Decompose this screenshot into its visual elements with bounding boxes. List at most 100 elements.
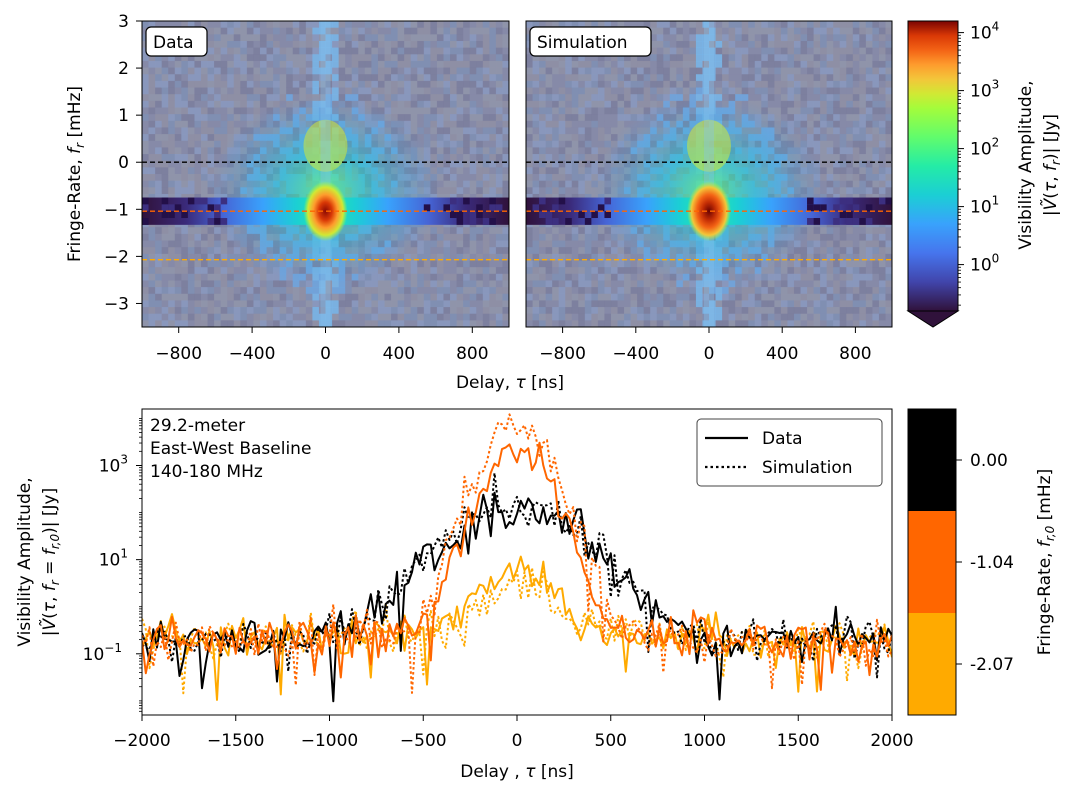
heatmap-cell	[715, 300, 723, 308]
heatmap-cell	[558, 107, 566, 115]
heatmap-cell	[787, 47, 795, 55]
heatmap-cell	[545, 94, 553, 102]
heatmap-cell	[820, 87, 828, 95]
heatmap-cell	[397, 54, 405, 62]
heatmap-cell	[142, 107, 149, 115]
heatmap-cell	[539, 154, 547, 162]
heatmap-cell	[443, 21, 451, 29]
heatmap-cell	[345, 287, 353, 295]
heatmap-cell	[552, 167, 560, 175]
heatmap-cell	[200, 80, 208, 88]
heatmap-cell	[571, 147, 579, 155]
heatmap-cell	[761, 60, 769, 68]
heatmap-cell	[807, 34, 814, 42]
heatmap-cell	[338, 67, 346, 75]
heatmap-cell	[273, 313, 281, 321]
heatmap-cell	[312, 313, 320, 321]
heatmap-cell	[800, 273, 808, 281]
heatmap-cell	[207, 67, 215, 75]
heatmap-cell	[253, 54, 261, 62]
heatmap-cell	[676, 87, 684, 95]
heatmap-cell	[565, 21, 573, 29]
heatmap-cell	[591, 80, 599, 88]
heatmap-cell	[709, 67, 716, 75]
heatmap-cell	[187, 253, 195, 261]
heatmap-cell	[715, 293, 723, 301]
heatmap-cell	[833, 300, 841, 308]
heatmap-cell	[364, 40, 372, 49]
heatmap-band-cell	[489, 218, 496, 225]
heatmap-cell	[826, 127, 834, 135]
heatmap-cell	[476, 87, 484, 95]
heatmap-cell	[839, 94, 847, 102]
heatmap-cell	[709, 313, 716, 321]
heatmap-cell	[735, 34, 743, 42]
heatmap-cell	[220, 27, 228, 35]
heatmap-cell	[702, 293, 710, 301]
heatmap-cell	[669, 27, 677, 35]
heatmap-cell	[456, 140, 464, 148]
heatmap-cell	[748, 320, 756, 327]
heatmap-cell	[266, 280, 274, 288]
heatmap-cell	[820, 147, 828, 155]
heatmap-cell	[161, 260, 169, 268]
heatmap-cell	[240, 253, 248, 261]
heatmap-band-cell	[220, 197, 228, 205]
heatmap-cell	[495, 47, 503, 55]
heatmap-cell	[669, 293, 677, 301]
heatmap-cell	[578, 280, 586, 288]
heatmap-cell	[839, 27, 847, 35]
heatmap-cell	[312, 67, 320, 75]
heatmap-cell	[578, 60, 586, 68]
heatmap-cell	[187, 174, 195, 182]
heatmap-cell	[358, 87, 366, 95]
heatmap-cell	[200, 313, 208, 321]
heatmap-cell	[417, 107, 425, 115]
heatmap-cell	[689, 67, 697, 75]
heatmap-cell	[709, 307, 716, 315]
heatmap-cell	[200, 167, 208, 175]
heatmap-cell	[656, 300, 664, 308]
heatmap-cell	[325, 60, 333, 68]
heatmap-cell	[800, 320, 808, 327]
heatmap-cell	[826, 80, 834, 88]
heatmap-cell	[214, 74, 222, 82]
heatmap-cell	[846, 21, 854, 29]
heatmap-cell	[709, 320, 716, 327]
heatmap-cell	[312, 307, 320, 315]
heatmap-cell	[532, 313, 540, 321]
heatmap-cell	[292, 21, 300, 29]
heatmap-cell	[410, 60, 418, 68]
heatmap-cell	[715, 313, 723, 321]
heatmap-cell	[800, 280, 808, 288]
heatmap-cell	[187, 114, 195, 122]
heatmap-cell	[266, 300, 274, 308]
heatmap-cell	[715, 87, 723, 95]
heatmap-cell	[299, 21, 307, 29]
heatmap-cell	[774, 34, 782, 42]
heatmap-cell	[397, 293, 405, 301]
heatmap-cell	[338, 21, 346, 29]
heatmap-cell	[214, 47, 222, 55]
heatmap-cell	[240, 313, 248, 321]
heatmap-cell	[859, 174, 867, 182]
heatmap-cell	[410, 87, 418, 95]
heatmap-cell	[207, 273, 215, 281]
heatmap-cell	[859, 21, 867, 29]
heatmap-cell	[532, 154, 540, 162]
heatmap-cell	[423, 54, 431, 62]
heatmap-cell	[526, 107, 533, 115]
heatmap-cell	[469, 180, 477, 188]
heatmap-cell	[502, 27, 509, 35]
heatmap-cell	[539, 147, 547, 155]
heatmap-cell	[299, 67, 307, 75]
heatmap-cell	[689, 60, 697, 68]
heatmap-cell	[489, 167, 497, 175]
heatmap-cell	[482, 80, 490, 88]
heatmap-cell	[227, 280, 235, 288]
heatmap-cell	[358, 80, 366, 88]
heatmap-cell	[463, 167, 471, 175]
heatmap-cell	[807, 293, 814, 301]
heatmap-cell	[597, 60, 605, 68]
heatmap-cell	[430, 233, 438, 241]
